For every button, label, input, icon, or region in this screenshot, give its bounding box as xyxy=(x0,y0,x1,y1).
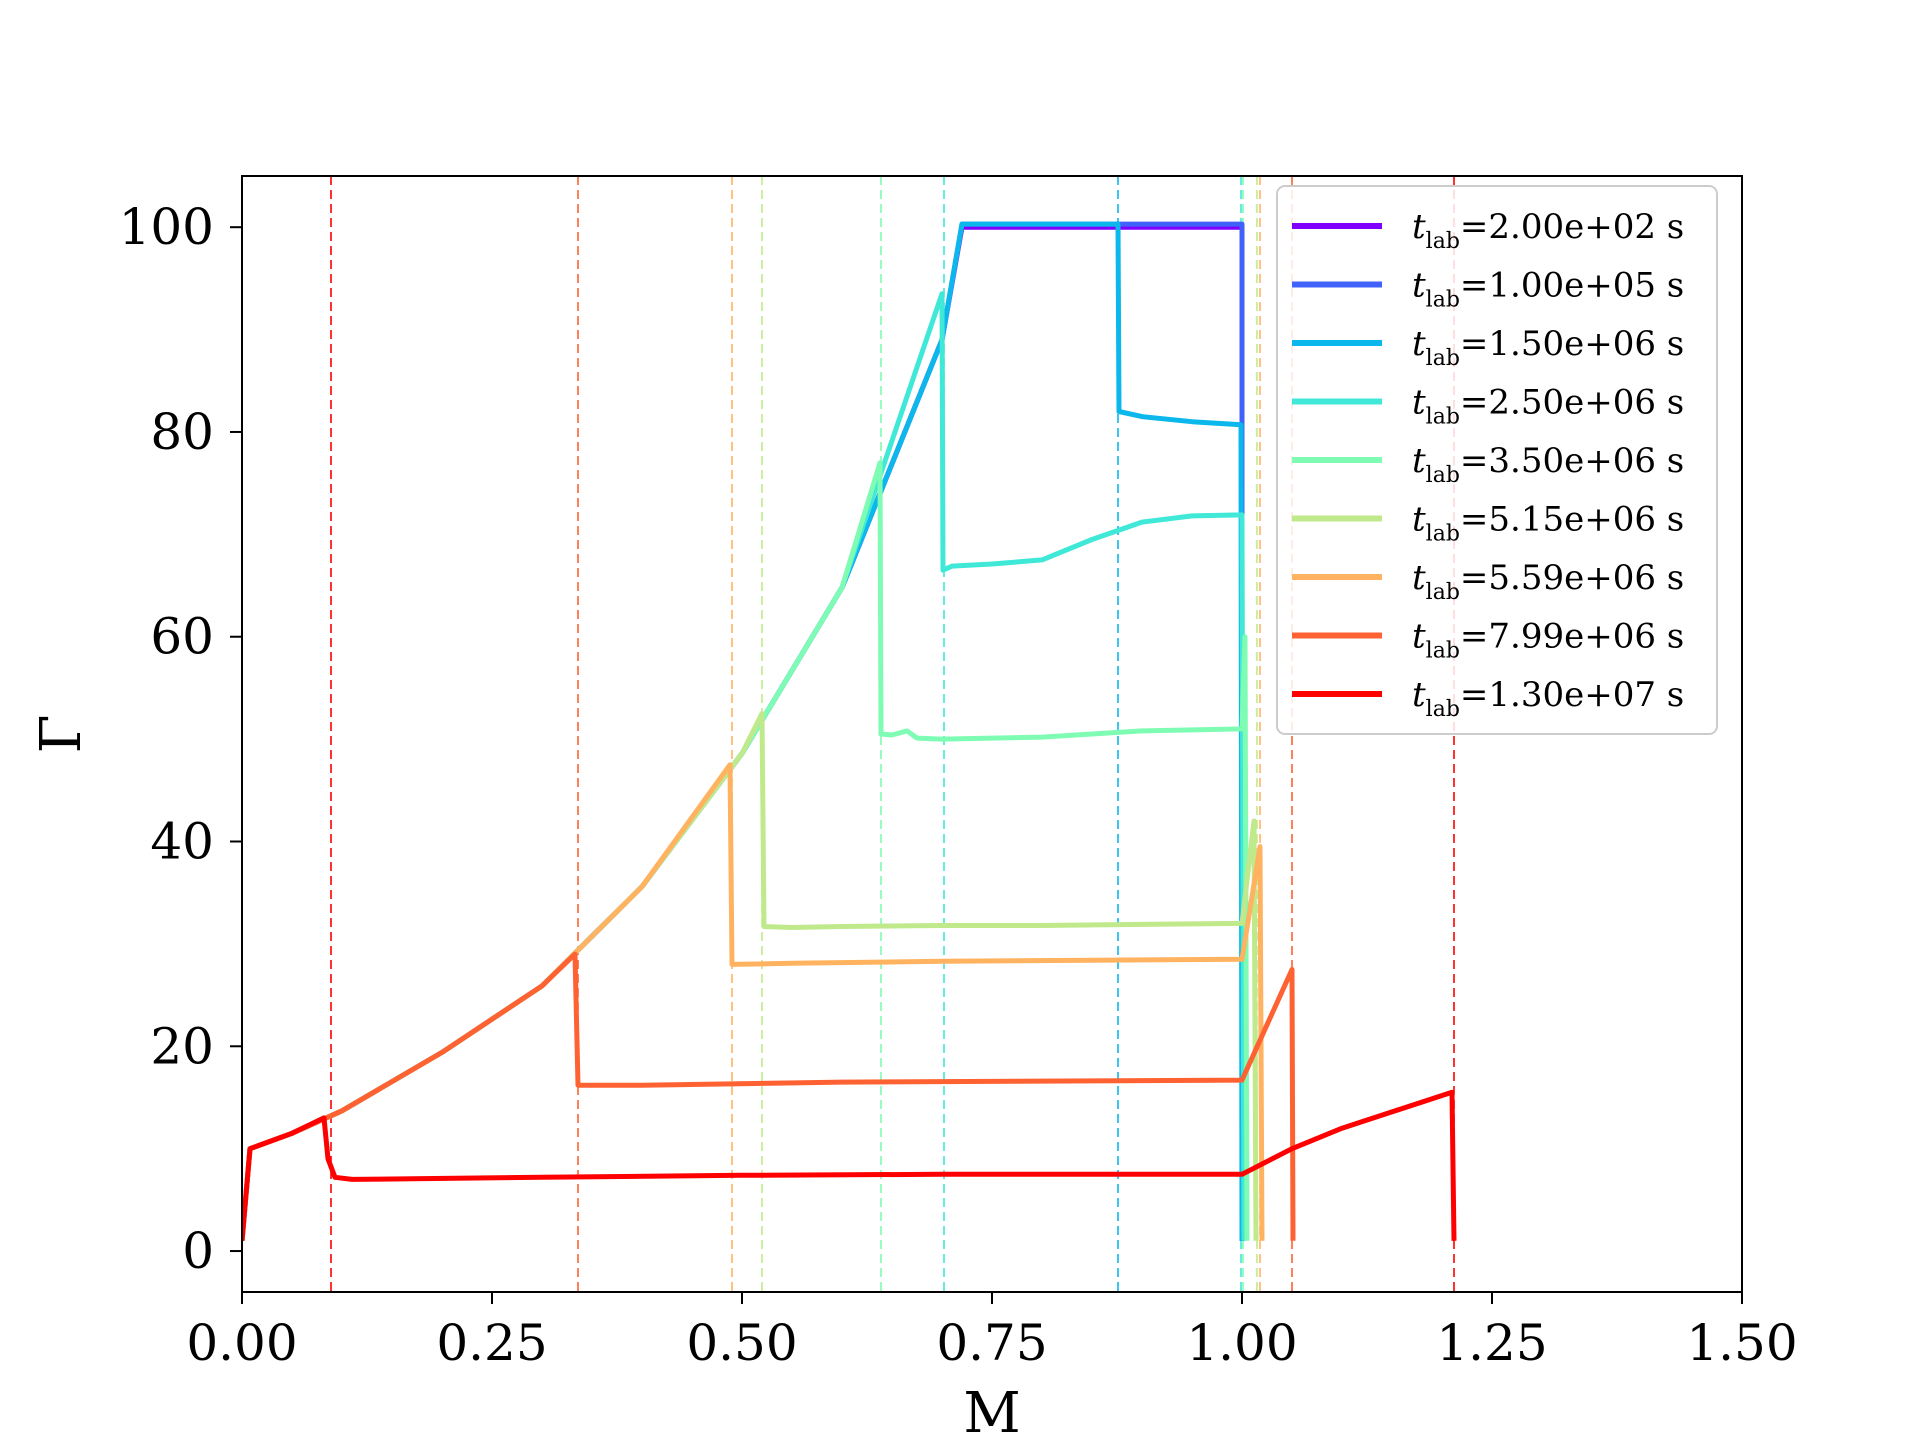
legend-label-prefix: t xyxy=(1412,558,1426,598)
legend-box xyxy=(1276,185,1718,735)
legend-label-subscript: lab xyxy=(1426,229,1460,254)
legend-label-value: =1.50e+06 s xyxy=(1460,324,1684,364)
legend-label-subscript: lab xyxy=(1426,522,1460,547)
legend-label: tlab=5.59e+06 s xyxy=(1412,558,1684,605)
legend-label-subscript: lab xyxy=(1426,639,1460,664)
legend-label-subscript: lab xyxy=(1426,346,1460,371)
y-axis: 0 20 40 60 80 100 xyxy=(119,198,242,1280)
series-lines xyxy=(242,221,1457,1242)
legend-label-prefix: t xyxy=(1412,617,1426,657)
legend-label-prefix: t xyxy=(1412,441,1426,481)
legend-label-value: =2.00e+02 s xyxy=(1460,207,1684,247)
y-tick-label: 0 xyxy=(182,1222,214,1280)
legend-label-subscript: lab xyxy=(1426,405,1460,430)
y-tick-label: 40 xyxy=(150,813,214,871)
x-axis-label: M xyxy=(963,1381,1020,1440)
legend-label-value: =5.59e+06 s xyxy=(1460,558,1684,598)
x-tick-label: 1.25 xyxy=(1436,1314,1547,1372)
legend-label-prefix: t xyxy=(1412,675,1426,715)
legend-label: tlab=2.50e+06 s xyxy=(1412,383,1684,430)
legend-label-prefix: t xyxy=(1412,383,1426,423)
x-tick-label: 0.75 xyxy=(936,1314,1047,1372)
series-line-8 xyxy=(242,1089,1457,1242)
y-tick-label: 100 xyxy=(119,198,214,256)
legend-label-subscript: lab xyxy=(1426,463,1460,488)
x-tick-label: 0.25 xyxy=(436,1314,547,1372)
legend-label: tlab=1.00e+05 s xyxy=(1412,266,1684,313)
y-axis-label: Γ xyxy=(29,715,94,754)
legend-label: tlab=7.99e+06 s xyxy=(1412,617,1684,664)
x-tick-label: 0.00 xyxy=(186,1314,297,1372)
legend-label-value: =1.00e+05 s xyxy=(1460,266,1684,306)
legend-label-value: =5.15e+06 s xyxy=(1460,500,1684,540)
y-tick-label: 20 xyxy=(150,1017,214,1075)
x-axis: 0.00 0.25 0.50 0.75 1.00 1.25 1.50 xyxy=(186,1292,1798,1372)
y-tick-label: 60 xyxy=(150,608,214,666)
x-tick-label: 1.00 xyxy=(1186,1314,1297,1372)
legend-label-subscript: lab xyxy=(1426,697,1460,722)
legend-label: tlab=2.00e+02 s xyxy=(1412,207,1684,254)
legend-label-prefix: t xyxy=(1412,266,1426,306)
legend-label-prefix: t xyxy=(1412,500,1426,540)
legend-label-value: =2.50e+06 s xyxy=(1460,383,1684,423)
x-tick-label: 0.50 xyxy=(686,1314,797,1372)
legend-label-value: =1.30e+07 s xyxy=(1460,675,1684,715)
legend-label-value: =7.99e+06 s xyxy=(1460,617,1684,657)
legend-label-prefix: t xyxy=(1412,207,1426,247)
legend-label-value: =3.50e+06 s xyxy=(1460,441,1684,481)
y-tick-label: 80 xyxy=(150,403,214,461)
legend-label: tlab=1.30e+07 s xyxy=(1412,675,1684,722)
legend-label-prefix: t xyxy=(1412,324,1426,364)
legend-label: tlab=3.50e+06 s xyxy=(1412,441,1684,488)
legend-label-subscript: lab xyxy=(1426,288,1460,313)
legend-label: tlab=5.15e+06 s xyxy=(1412,500,1684,547)
legend-label: tlab=1.50e+06 s xyxy=(1412,324,1684,371)
legend-label-subscript: lab xyxy=(1426,580,1460,605)
x-tick-label: 1.50 xyxy=(1686,1314,1797,1372)
